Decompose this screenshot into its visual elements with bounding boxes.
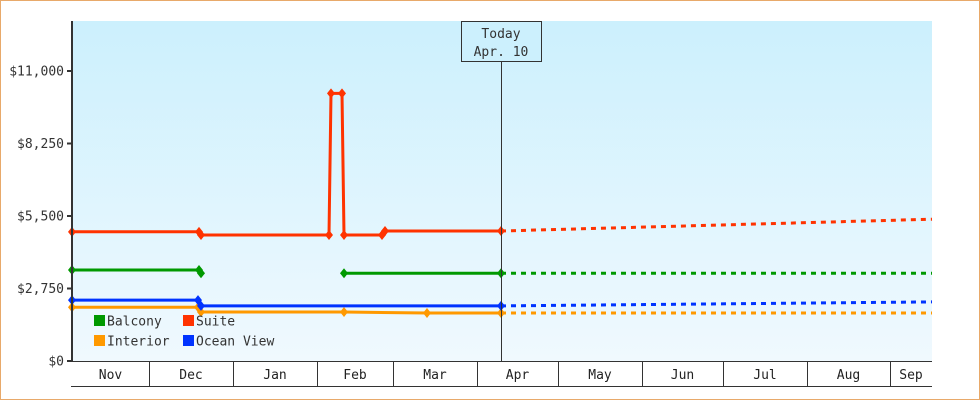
- today-label: Today: [481, 27, 520, 42]
- month-label-jul: Jul: [753, 368, 776, 383]
- data-point-marker[interactable]: [381, 226, 389, 237]
- month-label-mar: Mar: [423, 368, 447, 383]
- data-point-marker[interactable]: [197, 300, 205, 311]
- series-layer: [68, 88, 933, 319]
- series-projection: [500, 217, 933, 233]
- month-label-feb: Feb: [343, 368, 367, 383]
- y-tick-label: $11,000: [9, 65, 64, 80]
- series-projection: [500, 300, 933, 308]
- month-label-apr: Apr: [506, 368, 530, 383]
- legend-item-interior[interactable]: Interior: [94, 335, 170, 350]
- data-point-marker[interactable]: [340, 306, 348, 317]
- data-point-marker[interactable]: [197, 229, 205, 240]
- legend-label: Interior: [107, 335, 170, 350]
- legend-label: Balcony: [107, 315, 162, 330]
- legend-item-ocean-view[interactable]: Ocean View: [183, 335, 274, 350]
- legend-label: Suite: [196, 315, 235, 330]
- y-tick-label: $8,250: [17, 137, 64, 152]
- data-point-marker[interactable]: [423, 308, 431, 319]
- legend-swatch: [183, 335, 194, 346]
- legend: Balcony Suite Interior Ocean View: [94, 315, 274, 350]
- data-point-marker[interactable]: [327, 88, 335, 99]
- data-point-marker[interactable]: [325, 229, 333, 240]
- month-label-aug: Aug: [837, 368, 860, 383]
- data-point-marker[interactable]: [340, 229, 348, 240]
- month-label-jun: Jun: [671, 368, 694, 383]
- data-point-marker[interactable]: [197, 268, 205, 279]
- month-label-may: May: [588, 368, 612, 383]
- y-tick-label: $5,500: [17, 210, 64, 225]
- month-label-nov: Nov: [99, 368, 123, 383]
- today-date: Apr. 10: [474, 45, 529, 60]
- data-point-marker[interactable]: [340, 268, 348, 279]
- y-tick-label: $2,750: [17, 282, 64, 297]
- data-point-marker[interactable]: [338, 88, 346, 99]
- series-balcony: [68, 265, 932, 279]
- month-label-dec: Dec: [179, 368, 202, 383]
- month-label-jan: Jan: [263, 368, 286, 383]
- series-ocean-view: [68, 295, 933, 311]
- legend-swatch: [183, 315, 194, 326]
- legend-swatch: [94, 315, 105, 326]
- legend-label: Ocean View: [196, 335, 274, 350]
- today-label-box: [461, 21, 542, 62]
- series-suite: [68, 88, 933, 240]
- axes: $0 $2,750 $5,500 $8,250 $11,000 Nov Dec Jan Feb M…: [9, 21, 932, 387]
- data-point-marker[interactable]: [197, 306, 205, 317]
- y-tick-label: $0: [48, 355, 64, 370]
- legend-swatch: [94, 335, 105, 346]
- month-label-sep: Sep: [899, 368, 923, 383]
- legend-item-balcony[interactable]: Balcony: [94, 315, 162, 330]
- today-marker: Today Apr. 10: [461, 21, 542, 361]
- legend-item-suite[interactable]: Suite: [183, 315, 235, 330]
